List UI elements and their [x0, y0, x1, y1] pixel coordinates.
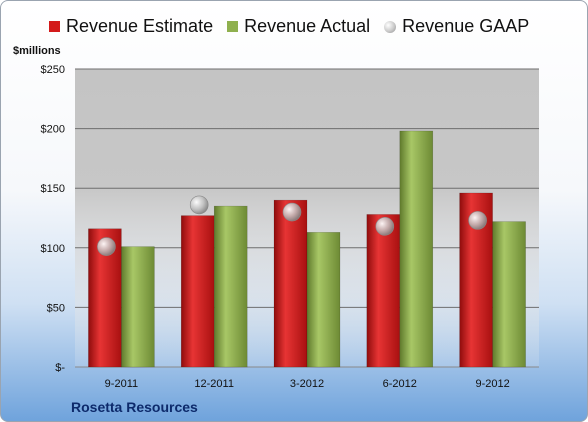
- marker-revenue-gaap: [97, 237, 116, 256]
- y-tick-label: $100: [41, 243, 65, 255]
- legend-label-gaap: Revenue GAAP: [402, 16, 530, 36]
- x-tick-label: 6-2012: [383, 378, 417, 390]
- bar-revenue-actual: [306, 232, 341, 368]
- bar-revenue-actual: [492, 221, 526, 368]
- x-tick-label: 9-2012: [475, 378, 509, 390]
- bar-revenue-estimate: [366, 214, 401, 368]
- y-axis-unit-label: $millions: [13, 45, 61, 57]
- legend-swatch-estimate: [49, 21, 60, 32]
- legend-item-actual: Revenue Actual: [227, 16, 370, 37]
- y-tick-label: $-: [55, 362, 65, 374]
- y-tick-label: $150: [41, 183, 65, 195]
- legend-item-gaap: Revenue GAAP: [384, 16, 529, 37]
- marker-revenue-gaap: [282, 202, 302, 222]
- marker-revenue-gaap: [189, 195, 209, 215]
- legend-swatch-actual: [227, 21, 239, 32]
- y-tick-label: $50: [47, 302, 65, 314]
- bar-revenue-estimate: [273, 199, 308, 368]
- bar-revenue-actual: [121, 246, 155, 368]
- legend-label-estimate: Revenue Estimate: [66, 16, 214, 36]
- company-name: Rosetta Resources: [71, 399, 198, 415]
- x-tick-label: 9-2011: [105, 378, 138, 390]
- y-tick-label: $250: [41, 64, 65, 76]
- x-tick-label: 3-2012: [290, 378, 324, 390]
- marker-revenue-gaap: [375, 217, 395, 236]
- bar-revenue-actual: [213, 205, 248, 368]
- legend-label-actual: Revenue Actual: [244, 16, 371, 36]
- x-tick-label: 12-2011: [194, 378, 234, 390]
- marker-revenue-gaap: [468, 211, 487, 230]
- bar-revenue-estimate: [180, 215, 215, 368]
- legend-item-estimate: Revenue Estimate: [49, 16, 213, 37]
- legend-swatch-gaap: [384, 20, 397, 33]
- bar-revenue-actual: [399, 130, 434, 368]
- legend: Revenue Estimate Revenue Actual Revenue …: [49, 16, 529, 37]
- y-tick-label: $200: [41, 124, 65, 136]
